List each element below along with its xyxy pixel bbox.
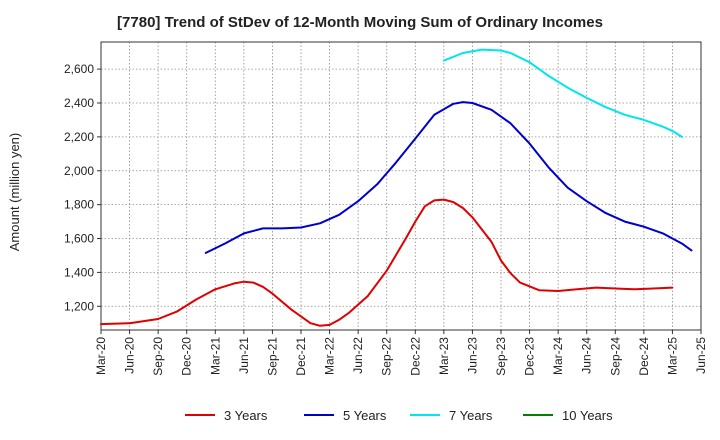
x-tick-label: Jun-22 <box>351 337 365 374</box>
series-lines <box>100 48 693 327</box>
x-tick-label: Mar-20 <box>94 337 108 375</box>
x-tick-label: Jun-24 <box>580 337 594 374</box>
x-tick-label: Jun-20 <box>123 337 137 374</box>
legend-label-7-years: 7 Years <box>449 408 493 423</box>
x-tick-label: Dec-20 <box>180 337 194 376</box>
x-tick-label: Jun-23 <box>465 337 479 374</box>
y-tick-label: 1,800 <box>64 198 94 212</box>
series-line-5-years <box>204 101 693 254</box>
y-axis-label: Amount (million yen) <box>7 133 22 252</box>
legend-label-10-years: 10 Years <box>562 408 613 423</box>
series-line-3-years <box>100 198 674 327</box>
x-tick-label: Sep-22 <box>380 337 394 376</box>
y-axis-ticks: 1,200 1,400 1,600 1,800 2,000 2,200 2,400 2,600 <box>64 62 101 313</box>
series-line-7-years <box>442 48 683 138</box>
x-tick-label: Dec-23 <box>523 337 537 376</box>
legend-label-5-years: 5 Years <box>343 408 387 423</box>
grid-lines <box>100 42 702 330</box>
y-tick-label: 1,400 <box>64 265 94 279</box>
x-axis-ticks: Mar-20 Jun-20 Sep-20 Dec-20 Mar-21 Jun-21 Sep-… <box>94 330 708 376</box>
x-tick-label: Jun-25 <box>694 337 708 374</box>
chart-title: [7780] Trend of StDev of 12-Month Moving… <box>117 14 603 31</box>
x-tick-label: Mar-22 <box>323 337 337 375</box>
x-tick-label: Dec-21 <box>294 337 308 376</box>
y-tick-label: 2,200 <box>64 130 94 144</box>
x-tick-label: Mar-24 <box>551 337 565 375</box>
x-tick-label: Jun-21 <box>237 337 251 374</box>
x-tick-label: Sep-21 <box>265 337 279 376</box>
x-tick-label: Mar-23 <box>437 337 451 375</box>
y-tick-label: 2,000 <box>64 164 94 178</box>
x-tick-label: Sep-24 <box>608 337 622 376</box>
y-tick-label: 1,600 <box>64 232 94 246</box>
plot-frame <box>100 41 702 331</box>
x-tick-label: Mar-25 <box>665 337 679 375</box>
x-tick-label: Dec-22 <box>408 337 422 376</box>
legend-label-3-years: 3 Years <box>224 408 268 423</box>
x-tick-label: Sep-23 <box>494 337 508 376</box>
x-tick-label: Mar-21 <box>208 337 222 375</box>
plot-border <box>100 41 702 331</box>
x-tick-label: Dec-24 <box>637 337 651 376</box>
x-tick-label: Sep-20 <box>151 337 165 376</box>
y-tick-label: 2,600 <box>64 62 94 76</box>
y-tick-label: 1,200 <box>64 299 94 313</box>
y-tick-label: 2,400 <box>64 96 94 110</box>
legend: 3 Years 5 Years 7 Years 10 Years <box>185 408 613 423</box>
